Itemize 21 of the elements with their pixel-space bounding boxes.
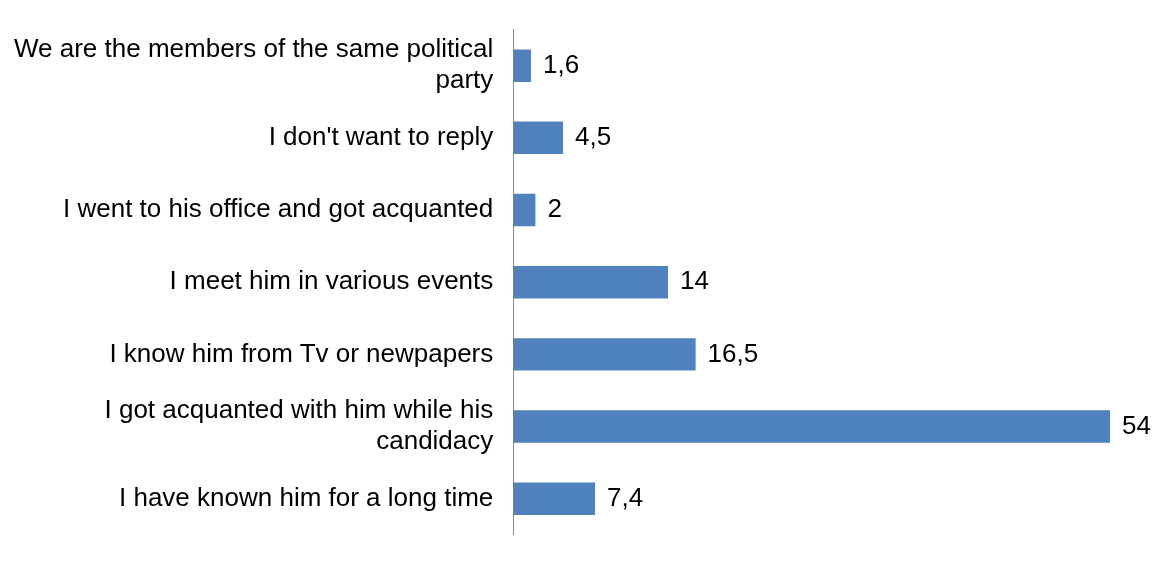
bar <box>513 410 1110 443</box>
data-label: 54 <box>1122 409 1151 440</box>
data-label: 4,5 <box>575 121 612 152</box>
bar <box>513 482 596 515</box>
data-label: 16,5 <box>707 337 759 368</box>
bar <box>513 338 696 371</box>
y-tick-label: I have known him for a long time <box>118 481 494 512</box>
bar <box>513 193 536 227</box>
y-tick-label: I know him from Tv or newpapers <box>109 337 494 368</box>
data-label: 1,6 <box>542 48 580 79</box>
y-tick-label: I got acquanted with him while his candidacy <box>104 394 494 456</box>
y-tick-label: I went to his office and got acquanted <box>63 193 494 224</box>
y-tick-label: We are the members of the same political party <box>13 33 494 95</box>
bar <box>513 49 531 82</box>
y-tick-label: I don't want to reply <box>268 121 494 152</box>
data-label: 7,4 <box>607 481 644 512</box>
y-tick-label: I meet him in various events <box>169 265 494 296</box>
bar <box>513 121 564 155</box>
data-label: 14 <box>679 265 709 296</box>
data-label: 2 <box>547 193 562 224</box>
bar <box>513 265 668 299</box>
